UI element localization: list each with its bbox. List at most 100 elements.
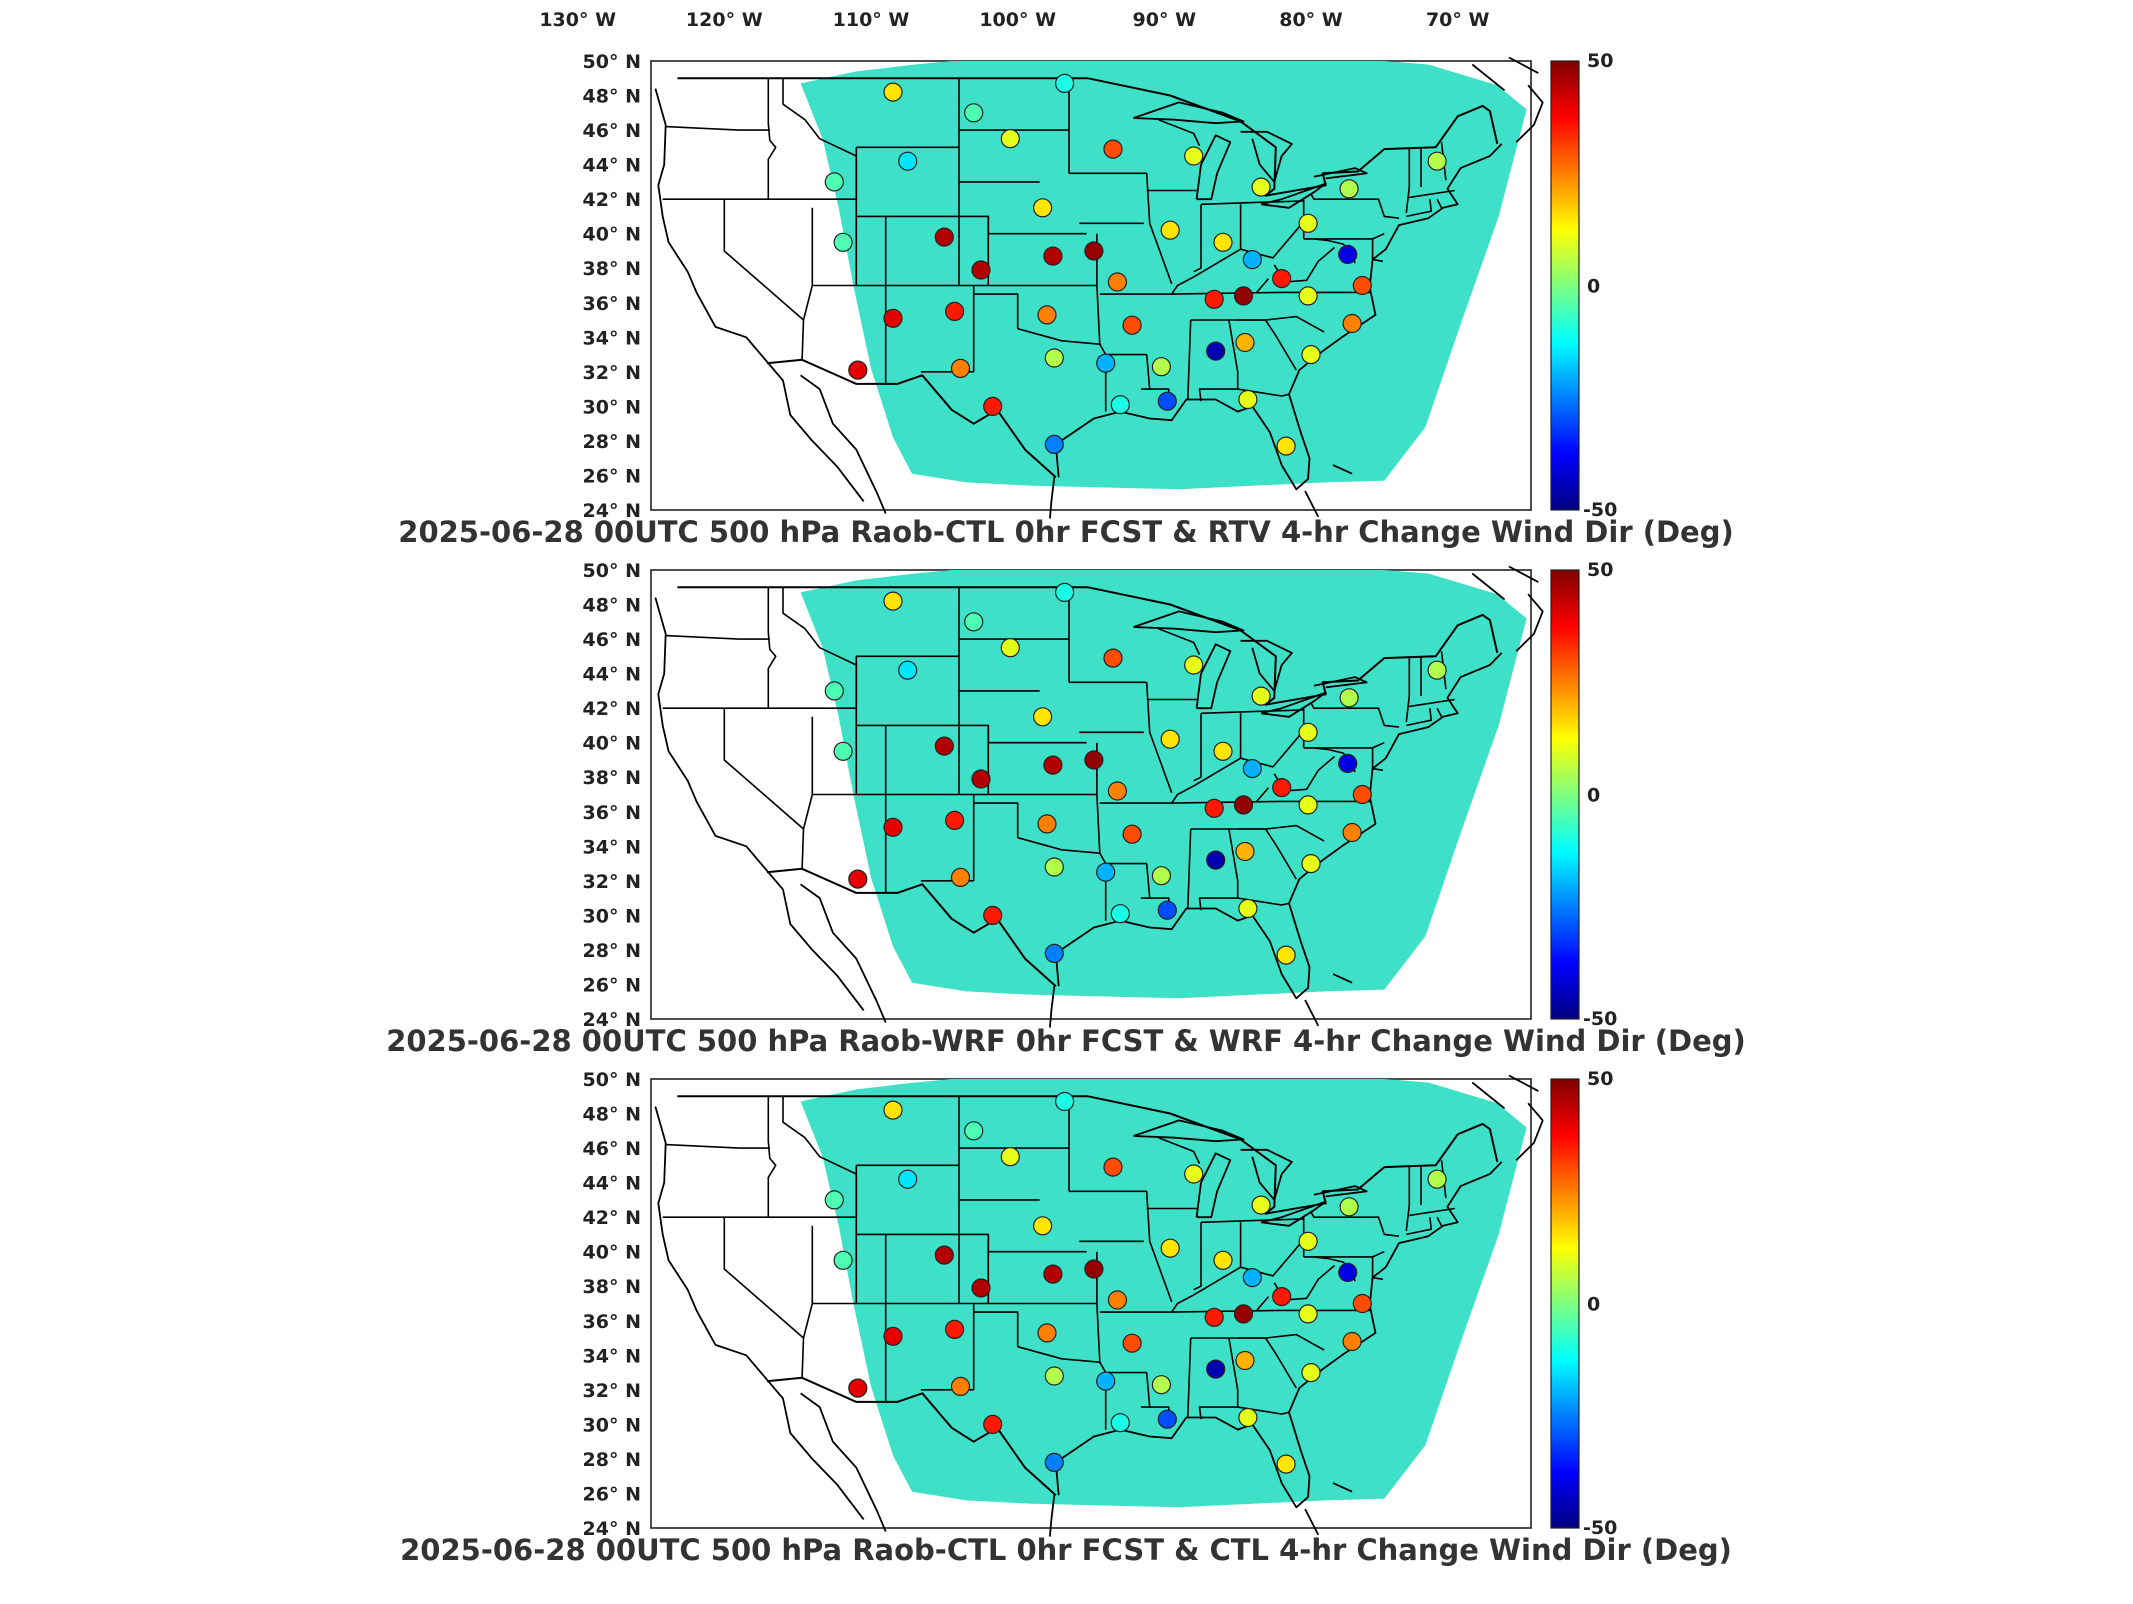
station-marker xyxy=(1044,348,1064,368)
station-marker xyxy=(1235,841,1255,862)
top-lon-label: 130° W xyxy=(539,9,616,31)
state-border xyxy=(1436,707,1443,718)
station-marker xyxy=(883,1100,903,1120)
station-marker xyxy=(1184,146,1204,166)
station-marker xyxy=(1107,781,1128,801)
coastline xyxy=(1471,572,1506,601)
station-marker xyxy=(1339,1197,1359,1217)
country-border xyxy=(1087,1095,1499,1215)
lat-label: 40° N xyxy=(583,733,641,755)
station-marker xyxy=(1103,139,1123,159)
coastline xyxy=(1508,1074,1539,1092)
state-border xyxy=(1409,1207,1455,1217)
station-marker xyxy=(1301,345,1321,365)
station-marker xyxy=(983,396,1003,416)
station-marker xyxy=(950,358,971,378)
station-marker xyxy=(1233,795,1254,815)
lat-label: 28° N xyxy=(583,1449,641,1471)
station-marker xyxy=(883,1326,903,1346)
station-marker xyxy=(1157,900,1177,920)
lat-label: 38° N xyxy=(583,258,641,280)
station-marker xyxy=(1238,898,1258,919)
station-marker xyxy=(1110,395,1130,415)
station-marker xyxy=(1276,436,1296,456)
lat-label: 34° N xyxy=(583,1345,641,1367)
lat-label: 26° N xyxy=(583,466,641,488)
coastline xyxy=(1304,999,1320,1027)
station-marker xyxy=(1298,1304,1318,1324)
station-marker xyxy=(1213,232,1233,252)
country-border xyxy=(1087,586,1499,706)
state-border xyxy=(1200,1218,1304,1224)
state-border xyxy=(1256,1296,1270,1311)
station-marker xyxy=(883,817,903,837)
station-marker xyxy=(1107,1290,1128,1310)
coastline xyxy=(1332,464,1353,475)
station-marker xyxy=(824,681,844,701)
colorbar-max-label: 50 xyxy=(1587,559,1613,581)
station-marker xyxy=(824,1190,844,1210)
state-border xyxy=(1017,836,1107,864)
station-marker xyxy=(1160,1238,1180,1258)
station-marker xyxy=(1242,250,1262,270)
station-marker xyxy=(1160,729,1180,749)
station-marker xyxy=(1272,269,1292,289)
station-marker xyxy=(1352,1293,1372,1314)
station-marker xyxy=(824,172,844,192)
station-marker xyxy=(1298,722,1318,742)
state-border xyxy=(767,1096,777,1218)
coastline xyxy=(800,1392,887,1532)
lake-outline xyxy=(1240,130,1293,183)
colorbar-mid-label: 0 xyxy=(1587,785,1600,807)
map-panel-3: 50° N 48° N 46° N 44° N 42° N 40° N 38° N 36° N… xyxy=(400,1068,1732,1567)
panel-title: 2025-06-28 00UTC 500 hPa Raob-CTL 0hr FC… xyxy=(398,515,1733,549)
country-border xyxy=(766,867,1057,987)
station-marker xyxy=(1427,151,1447,171)
station-marker xyxy=(1043,246,1063,266)
station-marker xyxy=(1043,755,1063,775)
station-marker xyxy=(1184,1164,1204,1184)
station-marker xyxy=(848,869,868,889)
station-marker xyxy=(1160,220,1180,240)
state-border xyxy=(1310,702,1400,728)
map-panel-1: 50° N 48° N 46° N 44° N 42° N 40° N 38° N 36° N… xyxy=(398,50,1733,549)
station-marker xyxy=(1206,1359,1226,1379)
state-border xyxy=(1405,147,1411,214)
station-marker xyxy=(1043,1264,1063,1284)
raob-stations xyxy=(824,1091,1447,1474)
station-marker xyxy=(1338,244,1358,264)
station-marker xyxy=(1096,353,1116,373)
station-marker xyxy=(944,810,965,831)
station-marker xyxy=(1122,824,1142,844)
station-marker xyxy=(1233,286,1254,306)
station-marker xyxy=(1233,1304,1254,1324)
top-lon-label: 110° W xyxy=(833,9,910,31)
lat-label: 32° N xyxy=(583,362,641,384)
station-marker xyxy=(1242,1267,1262,1288)
station-marker xyxy=(1352,275,1372,296)
geography-lines xyxy=(654,565,1544,1028)
station-marker xyxy=(964,1121,984,1141)
lake-outline xyxy=(1195,1152,1232,1219)
geography-lines xyxy=(654,1074,1544,1537)
wind-direction-field xyxy=(800,61,1527,490)
state-border xyxy=(1371,1256,1384,1281)
state-border xyxy=(767,587,777,709)
state-border xyxy=(1237,1337,1297,1389)
state-border xyxy=(1371,238,1384,263)
station-marker xyxy=(1352,784,1372,805)
colorbar-min-label: -50 xyxy=(1583,499,1617,521)
lat-label: 34° N xyxy=(583,327,641,349)
station-marker xyxy=(1122,315,1142,335)
state-border xyxy=(1158,1136,1201,1164)
state-border xyxy=(1237,828,1297,880)
lat-label: 26° N xyxy=(583,1484,641,1506)
station-marker xyxy=(1054,1091,1075,1112)
station-marker xyxy=(1000,638,1020,658)
lat-label: 28° N xyxy=(583,431,641,453)
lat-label: 46° N xyxy=(583,629,641,651)
lake-outline xyxy=(1195,643,1232,710)
state-border xyxy=(1193,1222,1202,1291)
state-border xyxy=(959,724,1087,744)
state-border xyxy=(665,1143,770,1149)
